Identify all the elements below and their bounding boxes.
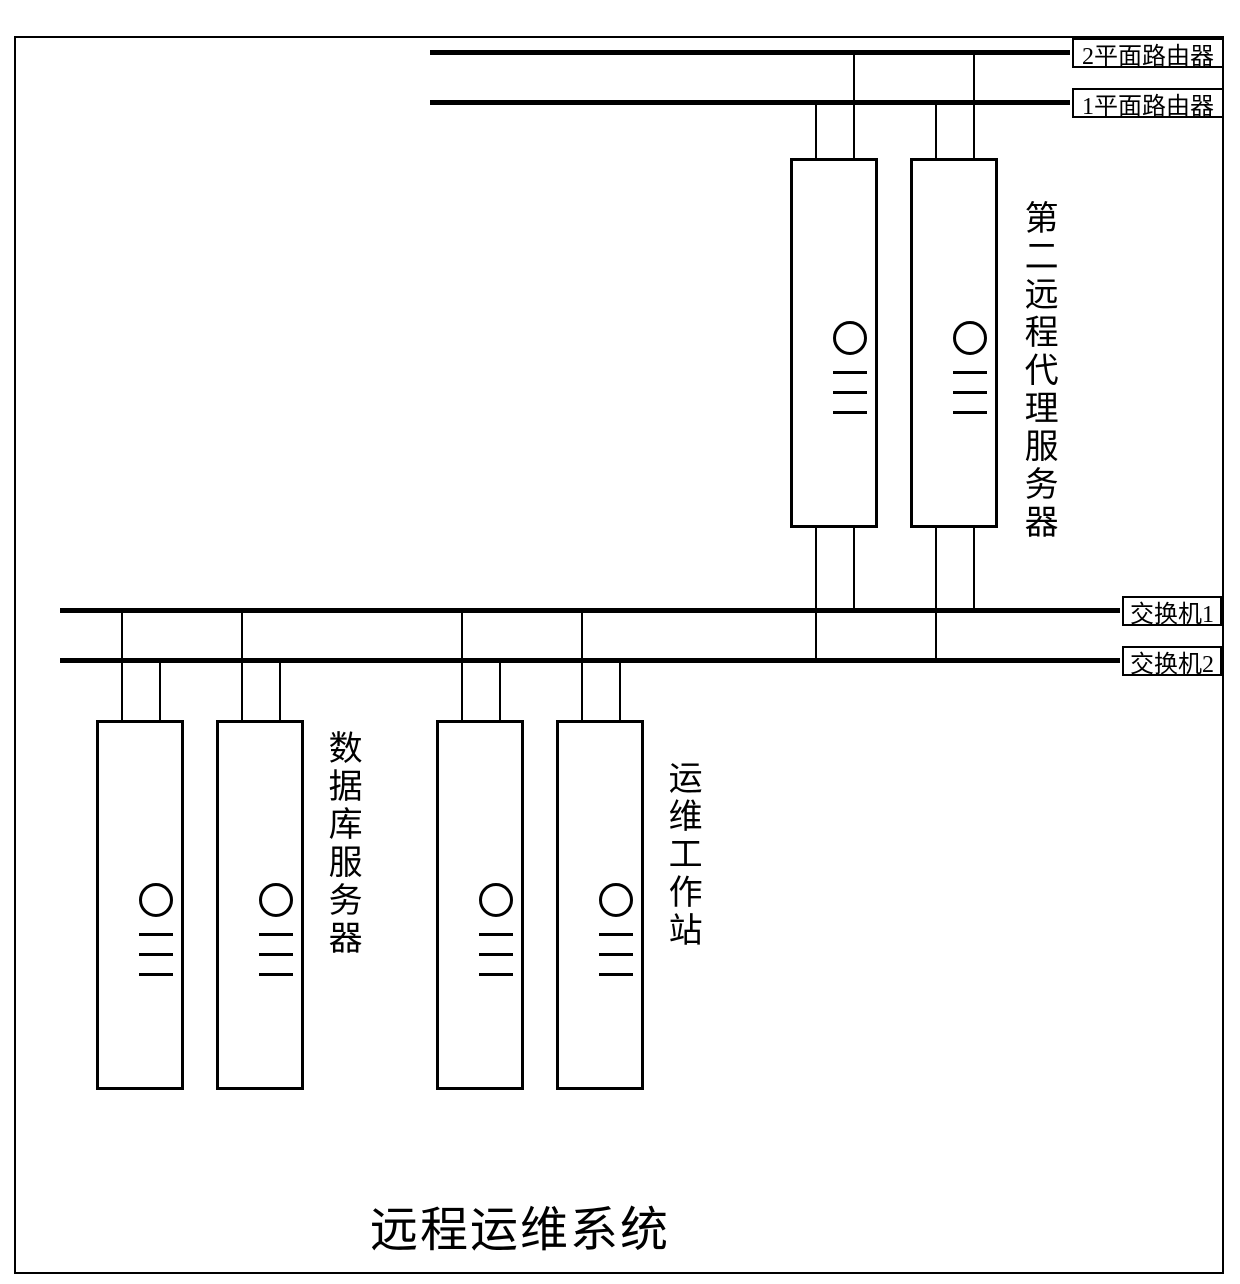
bottom-server-1 [96,720,184,1090]
router-label-1-text: 1平面路由器 [1082,86,1214,121]
server-slot-icon [139,973,173,976]
server-slot-icon [479,953,513,956]
server-slot-icon [599,973,633,976]
top-server-label-text: 第二远程代理服务器 [1019,200,1056,542]
db-server-label: 数据库服务器 [322,730,361,958]
server-led-icon [953,321,987,355]
conn-line [935,528,937,658]
ops-workstation-label: 运维工作站 [662,760,701,950]
server-slot-icon [953,391,987,394]
server-led-icon [599,883,633,917]
conn-line [619,663,621,720]
conn-line [241,613,243,720]
conn-line [973,55,975,158]
conn-line [279,663,281,720]
server-slot-icon [953,411,987,414]
conn-line [581,613,583,720]
server-slot-icon [953,371,987,374]
server-slot-icon [833,391,867,394]
conn-line [499,663,501,720]
top-server-2 [910,158,998,528]
switch-label-2: 交换机2 [1122,646,1222,676]
server-slot-icon [479,973,513,976]
server-slot-icon [833,411,867,414]
bottom-server-4 [556,720,644,1090]
switch-bar-1 [60,608,1120,613]
conn-line [815,528,817,658]
switch-bar-2 [60,658,1120,663]
top-server-1 [790,158,878,528]
server-led-icon [139,883,173,917]
conn-line [461,613,463,720]
conn-line [935,105,937,158]
switch-label-2-text: 交换机2 [1130,644,1214,679]
server-led-icon [479,883,513,917]
bottom-server-3 [436,720,524,1090]
conn-line [973,528,975,610]
router-label-2: 2平面路由器 [1072,38,1224,68]
conn-line [159,663,161,720]
server-slot-icon [259,953,293,956]
diagram-title: 远程运维系统 [370,1190,670,1260]
server-slot-icon [599,953,633,956]
server-slot-icon [139,933,173,936]
switch-label-1: 交换机1 [1122,596,1222,626]
server-led-icon [833,321,867,355]
server-slot-icon [139,953,173,956]
conn-line [815,105,817,158]
server-slot-icon [599,933,633,936]
conn-line [853,55,855,158]
switch-label-1-text: 交换机1 [1130,594,1214,629]
server-slot-icon [833,371,867,374]
server-slot-icon [259,933,293,936]
router-label-1: 1平面路由器 [1072,88,1224,118]
ops-workstation-label-text: 运维工作站 [663,760,700,950]
diagram-canvas: 2平面路由器 1平面路由器 交换机1 交换机2 第二远程代理服务器 [0,0,1240,1284]
db-server-label-text: 数据库服务器 [323,730,360,958]
top-server-label: 第二远程代理服务器 [1018,200,1057,542]
server-slot-icon [259,973,293,976]
bottom-server-2 [216,720,304,1090]
conn-line [853,528,855,610]
conn-line [121,613,123,720]
router-label-2-text: 2平面路由器 [1082,36,1214,71]
server-led-icon [259,883,293,917]
diagram-title-text: 远程运维系统 [370,1204,670,1257]
server-slot-icon [479,933,513,936]
